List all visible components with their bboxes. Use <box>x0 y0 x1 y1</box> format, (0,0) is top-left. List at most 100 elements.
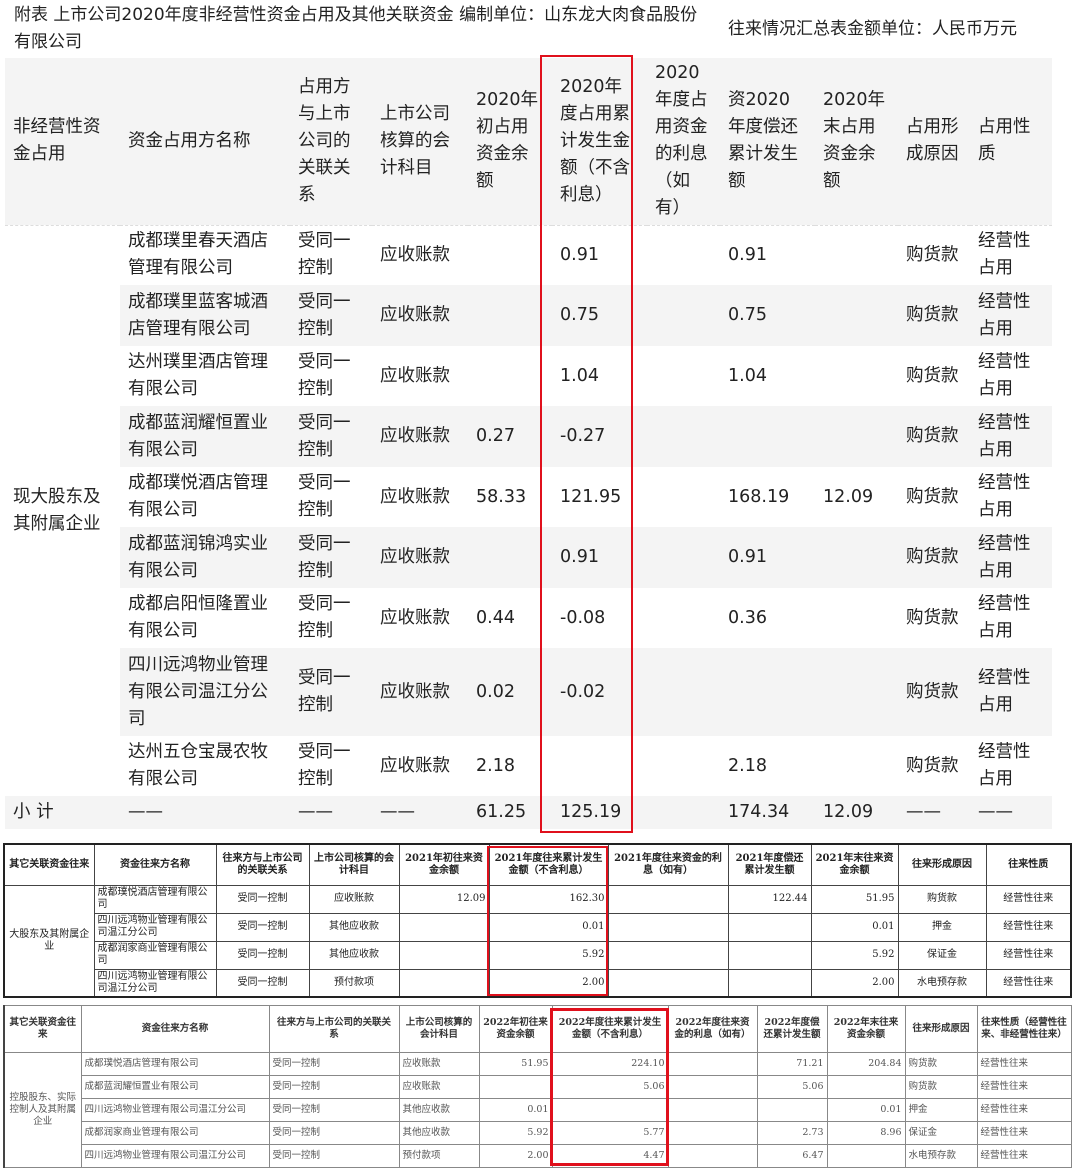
table-cell: 8.96 <box>826 1121 906 1145</box>
column-header: 2022年度往来资金的利息（如有） <box>667 1005 758 1053</box>
table-cell: 经营性往来 <box>976 1098 1072 1122</box>
table-cell <box>607 940 729 970</box>
table-cell <box>815 225 898 285</box>
table-cell <box>667 1144 758 1168</box>
table-cell: -0.08 <box>560 607 606 628</box>
table-cell: 受同一控制 <box>215 912 310 942</box>
subtotal-cell <box>647 796 720 829</box>
table-cell: 受同一控制 <box>290 648 372 736</box>
table-row: 四川远鸿物业管理有限公司温江分公司 受同一控制 其他应收款 0.01 0.01 押金 经营性… <box>4 912 1072 942</box>
table-cell: 经营性占用 <box>970 648 1052 736</box>
column-header: 2020年度占用累计发生金额（不含利息） <box>552 58 647 226</box>
table-row: 现大股东及其附属企业 成都璞里春天酒店管理有限公司 受同一控制 应收账款 0.91 0.9… <box>5 225 1052 796</box>
table-cell: 经营性往来 <box>976 1121 1072 1145</box>
table-cell <box>647 736 720 796</box>
table-cell <box>647 346 720 406</box>
table-cell: 受同一控制 <box>298 594 351 641</box>
page-title: 附表 上市公司2020年度非经营性资金占用及其他关联资金 编制单位：山东龙大肉食… <box>14 5 698 52</box>
table-cell: 0.91 <box>552 527 647 588</box>
table-cell: 51.95 <box>478 1052 553 1076</box>
table-cell: 成都蓝润耀恒置业有限公司 <box>80 1075 270 1099</box>
column-header: 上市公司核算的会计科目 <box>398 1005 480 1053</box>
table-cell: 受同一控制 <box>268 1098 400 1122</box>
column-header: 2021年度往来累计发生金额（不含利息） <box>488 843 609 886</box>
table-cell: 2.73 <box>756 1121 828 1145</box>
table-cell: 经营性占用 <box>978 742 1031 789</box>
table-cell: 2.18 <box>728 755 767 776</box>
table-cell: 购货款 <box>898 527 970 588</box>
table-cell: 保证金 <box>897 940 987 970</box>
column-header: 2020年度占用资金的利息（如有） <box>647 58 720 226</box>
table-cell: 71.21 <box>756 1052 828 1076</box>
table-2021: 其它关联资金往来 资金往来方名称 往来方与上市公司的关联关系 上市公司核算的会计科目 2… <box>3 843 1072 998</box>
table-cell: 应收账款 <box>380 486 450 507</box>
table-cell: 受同一控制 <box>298 473 351 520</box>
table-row: 成都启阳恒隆置业有限公司 受同一控制 应收账款 0.44 -0.08 0.36 购货款 经营性… <box>5 588 1052 648</box>
table-cell: 四川远鸿物业管理有限公司温江分公司 <box>93 968 217 998</box>
table-cell: 51.95 <box>810 884 899 914</box>
table-cell <box>815 406 898 467</box>
table-cell: 购货款 <box>904 1075 978 1099</box>
table-cell: 受同一控制 <box>268 1144 400 1168</box>
table-cell: 162.30 <box>488 884 609 914</box>
table-cell <box>607 912 729 942</box>
table-cell <box>727 912 812 942</box>
table-cell <box>826 1075 906 1099</box>
column-header: 2021年度往来资金的利息（如有） <box>607 843 729 886</box>
table-cell: 达州五仓宝晟农牧有限公司 <box>128 742 268 789</box>
table-cell <box>647 467 720 527</box>
table-cell: 应收账款 <box>372 285 468 346</box>
column-header: 占用性质 <box>970 58 1052 226</box>
column-header: 上市公司核算的会计科目 <box>308 843 400 886</box>
table-cell: 经营性往来 <box>976 1075 1072 1099</box>
table-row: 成都蓝润锦鸿实业有限公司 受同一控制 应收账款 0.91 0.91 购货款 经营性占用 <box>5 527 1052 588</box>
table-row: 大股东及其附属企业 成都璞悦酒店管理有限公司 受同一控制 应收账款 12.09 162.3… <box>3 884 1072 998</box>
subtotal-cell: 小 计 <box>5 796 120 829</box>
table-row: 四川远鸿物业管理有限公司温江分公司 受同一控制 其他应收款 0.01 0.01 押金 经营性… <box>4 1098 1072 1122</box>
table-row: 成都润家商业管理有限公司 受同一控制 其他应收款 5.92 5.92 保证金 经营性往来 <box>4 940 1072 970</box>
table-cell: 0.91 <box>720 527 815 588</box>
column-header: 资2020年度偿还累计发生额 <box>720 58 815 226</box>
table-cell: 应收账款 <box>380 365 450 386</box>
table-cell: 押金 <box>904 1098 978 1122</box>
column-header: 上市公司核算的会计科目 <box>372 58 468 226</box>
table-cell <box>607 968 729 998</box>
table-cell: 购货款 <box>906 244 959 265</box>
table-cell: 购货款 <box>898 406 970 467</box>
table-cell: 购货款 <box>897 884 987 914</box>
subtotal-cell: 174.34 <box>720 796 815 829</box>
table-cell: 0.01 <box>478 1098 553 1122</box>
table-cell <box>756 1098 828 1122</box>
table-cell <box>647 285 720 346</box>
table-cell <box>815 527 898 588</box>
table-cell: 5.77 <box>551 1121 669 1145</box>
table-cell: 2.00 <box>810 968 899 998</box>
table-cell: 受同一控制 <box>215 884 310 914</box>
subtotal-cell: 12.09 <box>815 796 898 829</box>
table-cell: 成都润家商业管理有限公司 <box>93 940 217 970</box>
column-header: 2021年度偿还累计发生额 <box>727 843 812 886</box>
table-row: 成都蓝润耀恒置业有限公司 受同一控制 应收账款 0.27 -0.27 购货款 经营性占用 <box>5 406 1052 467</box>
table-cell: 经营性占用 <box>978 352 1031 399</box>
table-cell: 应收账款 <box>398 1075 480 1099</box>
table-cell: 0.01 <box>488 912 609 942</box>
table-cell: 经营性占用 <box>978 594 1031 641</box>
table-cell: 经营性占用 <box>970 406 1052 467</box>
table-cell: 12.09 <box>823 486 874 507</box>
table-row: 成都璞悦酒店管理有限公司 受同一控制 应收账款 58.33 121.95 168.19 12… <box>5 467 1052 527</box>
table-cell: 其他应收款 <box>398 1098 480 1122</box>
table-cell: 应收账款 <box>372 406 468 467</box>
table-cell: 其他应收款 <box>398 1121 480 1145</box>
table-cell: 受同一控制 <box>215 940 310 970</box>
table-cell <box>815 736 898 796</box>
table-cell <box>398 940 490 970</box>
table-cell: 应收账款 <box>308 884 400 914</box>
column-header: 占用方与上市公司的关联关系 <box>290 58 372 226</box>
table-cell: 0.36 <box>728 607 767 628</box>
table-cell <box>398 912 490 942</box>
table-cell: 购货款 <box>898 285 970 346</box>
table-cell: 0.01 <box>810 912 899 942</box>
table-cell: 预付款项 <box>398 1144 480 1168</box>
table-cell <box>647 527 720 588</box>
table-cell: 受同一控制 <box>268 1052 400 1076</box>
